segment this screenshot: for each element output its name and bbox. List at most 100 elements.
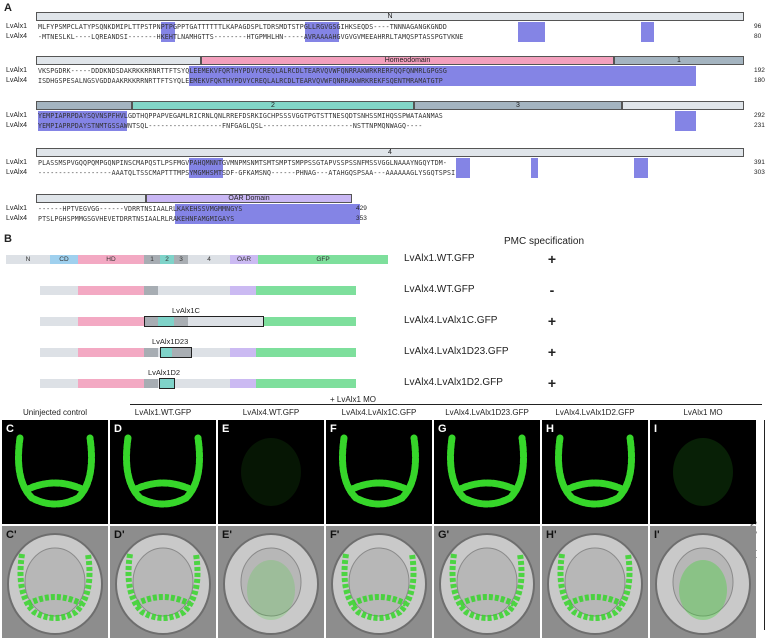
construct-label: LvAlx4.LvAlx1D23.GFP <box>404 346 509 357</box>
alignment-block: 2 3 LvAlx1 YEMPIAPRPDAYSQVNSPFHVLGDTHQPPAPV… <box>0 101 784 141</box>
conserved-highlight <box>640 22 655 42</box>
pmc-specification-result: + <box>547 313 557 329</box>
staining-bracket <box>764 420 765 630</box>
sequence-position: 303 <box>754 169 765 176</box>
sequence-residues: MLFYPSMPCLATYPSQNKDMIPLTTPSTPNPTPGPPTGAT… <box>38 23 447 31</box>
pmc-specification-result: + <box>547 251 557 267</box>
segment-hd <box>78 286 144 295</box>
conserved-highlight <box>633 158 648 178</box>
segment-d2: 2 <box>160 255 174 264</box>
swap-segment <box>144 317 158 326</box>
alignment-block: N LvAlx1 MLFYPSMPCLATYPSQNKDMIPLTTPSTPNPTP… <box>0 12 784 52</box>
sequence-name: LvAlx4 <box>6 122 28 129</box>
panel-letter: C <box>6 423 14 435</box>
alignment-block: OAR Domain LvAlx1 ------HPTVEGVGG------VDR… <box>0 194 784 234</box>
panel-letter: D <box>114 423 122 435</box>
swap-region-label: LvAlx1D2 <box>148 368 181 377</box>
sequence-position: 80 <box>754 33 762 40</box>
panel-letter: G <box>438 423 447 435</box>
swap-segment <box>188 317 264 326</box>
dic-image: F' <box>326 526 432 638</box>
sequence-name: LvAlx4 <box>6 169 28 176</box>
dic-image: H' <box>542 526 648 638</box>
segment-a2 <box>158 286 230 295</box>
fluorescence-image: E <box>218 420 324 524</box>
sequence-position: 96 <box>754 23 762 30</box>
segment-oar <box>230 348 256 357</box>
conserved-highlight <box>517 22 545 42</box>
column-title: LvAlx4.LvAlx1D2.GFP <box>555 408 635 417</box>
domain-bar <box>36 194 146 203</box>
fluorescence-image: H <box>542 420 648 524</box>
panel-letter: F' <box>330 529 340 541</box>
domain-bar: 3 <box>414 101 622 110</box>
construct-diagram <box>0 379 400 388</box>
panel-letter: I <box>654 423 658 435</box>
construct-label: LvAlx4.LvAlx1C.GFP <box>404 315 498 326</box>
construct-diagram <box>0 317 400 326</box>
embryo-outline <box>547 533 643 635</box>
sequence-residues: VKSPGDRK-----DDDKNDSDAKRKKRRNRTTFTSYQLEE… <box>38 67 447 75</box>
alignment-block: 4 LvAlx1 PLASSMSPVGQQPQMPGQNPINSCMAPQSTLPS… <box>0 148 784 188</box>
dic-image: E' <box>218 526 324 638</box>
conserved-highlight <box>175 204 360 224</box>
stain-pattern <box>339 434 419 508</box>
panel-letter: E' <box>222 529 232 541</box>
swap-segment <box>160 379 174 388</box>
segment-hd <box>78 348 144 357</box>
domain-bar <box>36 56 201 65</box>
segment-n <box>40 286 78 295</box>
column-title: LvAlx4.WT.GFP <box>242 408 300 417</box>
sequence-name: LvAlx4 <box>6 77 28 84</box>
dic-image: C' <box>2 526 108 638</box>
segment-oar <box>230 379 256 388</box>
conserved-highlight <box>531 158 539 178</box>
stain-pattern <box>555 434 635 508</box>
domain-bar: OAR Domain <box>146 194 352 203</box>
sequence-row: LvAlx1 MLFYPSMPCLATYPSQNKDMIPLTTPSTPNPTPG… <box>6 22 776 32</box>
construct-label: LvAlx4.WT.GFP <box>404 284 475 295</box>
embryo-outline <box>115 533 211 635</box>
construct-diagram <box>0 348 400 357</box>
conserved-highlight <box>675 111 696 131</box>
domain-bar <box>622 101 744 110</box>
panel-letter: I' <box>654 529 660 541</box>
column-title: LvAlx4.LvAlx1D23.GFP <box>445 408 529 417</box>
segment-d4: 4 <box>188 255 230 264</box>
swap-segment <box>172 348 192 357</box>
embryo-outline <box>7 533 103 635</box>
sequence-position: 429 <box>356 205 367 212</box>
construct-diagram: N CD HD 1 2 3 4 OAR GFP <box>0 255 400 264</box>
conserved-highlight <box>161 22 175 42</box>
sequence-row: LvAlx4 -MTNESLKL----LQREANDSI-------HKEHT… <box>6 32 776 42</box>
dic-image: I' <box>650 526 756 638</box>
column-title: LvAlx1.WT.GFP <box>134 408 192 417</box>
sequence-residues: YEMPIAPRPDAYSQVNSPFHVLGDTHQPPAPVEGAMLRIC… <box>38 112 443 120</box>
conserved-highlight <box>305 22 340 42</box>
segment-cd: CD <box>50 255 78 264</box>
segment-n <box>40 379 78 388</box>
sequence-name: LvAlx1 <box>6 159 28 166</box>
embryo-outline <box>331 533 427 635</box>
sequence-position: 353 <box>356 215 367 222</box>
segment-oar <box>230 286 256 295</box>
segment-oar: OAR <box>230 255 258 264</box>
pmc-specification-result: + <box>547 375 557 391</box>
pmc-specification-result: - <box>549 282 555 298</box>
sequence-residues: PTSLPGHSPMMGSGVHEVETDRRTNSIAALRLRAKEHNFA… <box>38 215 235 223</box>
swap-region-outline <box>159 378 175 389</box>
panel-b-letter: B <box>4 233 12 245</box>
conserved-highlight <box>455 158 470 178</box>
segment-a1 <box>144 348 158 357</box>
segment-gfp: GFP <box>258 255 388 264</box>
sequence-residues: -MTNESLKL----LQREANDSI-------HKEHTLNAMHG… <box>38 33 464 41</box>
sequence-residues: ISDHGSPESALNGSVGDDAAKRKKRRNRTTFTSYQLEEME… <box>38 77 443 85</box>
fluorescence-image: D <box>110 420 216 524</box>
fluorescence-image: C <box>2 420 108 524</box>
fluorescence-image: G <box>434 420 540 524</box>
mo-label: + LvAlx1 MO <box>330 395 377 404</box>
stain-pattern <box>123 434 203 508</box>
segment-d1: 1 <box>144 255 160 264</box>
alignment-block: Homeodomain 1 LvAlx1 VKSPGDRK-----DDDKNDSDA… <box>0 56 784 96</box>
segment-hd: HD <box>78 255 144 264</box>
